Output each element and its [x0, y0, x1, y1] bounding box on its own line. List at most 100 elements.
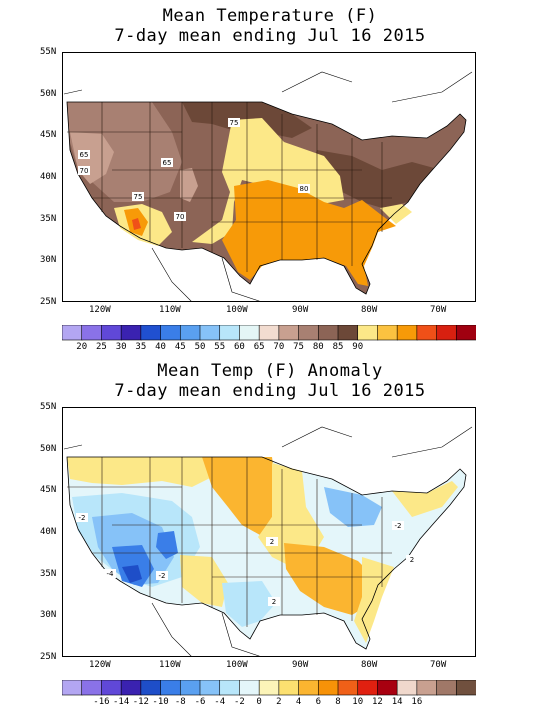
map1-fills — [67, 102, 466, 294]
map1-title-line2: 7-day mean ending Jul 16 2015 — [114, 26, 426, 46]
map1-legend-swatch — [219, 325, 241, 341]
map1-legend-swatch — [357, 325, 379, 341]
map2-contour-label: -2 — [395, 522, 402, 530]
map1-legend-swatch — [317, 325, 339, 341]
map1-legend-label: 25 — [96, 342, 107, 352]
map1-legend-label: 85 — [332, 342, 344, 352]
map1-lat-label: 50N — [40, 88, 57, 99]
map1-legend-swatch — [436, 325, 458, 341]
map1-legend-label: 30 — [115, 342, 127, 352]
map1-contour-label: 75 — [230, 119, 239, 127]
map2-legend-label: 6 — [315, 697, 321, 707]
map2-legend-swatch — [416, 680, 438, 696]
map1-legend-swatch — [455, 325, 476, 341]
map2-lat-label: 30N — [40, 610, 57, 621]
map1-lat-label: 40N — [40, 172, 57, 182]
map2-lon-label: 80W — [361, 660, 378, 670]
map1-legend-swatch — [160, 325, 182, 341]
map1-lon-label: 90W — [292, 305, 309, 315]
map2-contour-labels: -2 -4 -2 2 2 -2 2 — [76, 513, 418, 606]
map1-legend-swatch — [337, 325, 359, 341]
map1-legend-swatch — [396, 325, 418, 341]
map1-contour-labels: 65 70 65 75 75 70 80 — [78, 118, 310, 221]
map2-lightblue-texas — [222, 581, 276, 627]
map1-legend-swatch — [199, 325, 221, 341]
map1-contour-label-bg — [298, 184, 310, 193]
map1-legend-swatch — [120, 325, 142, 341]
map1-dark-band-east — [312, 150, 434, 208]
map1-red-spot-arizona — [132, 218, 141, 230]
map2-orange-northern-plains — [202, 457, 276, 535]
map2-legend-swatch — [377, 680, 398, 696]
map2-lat-label: 25N — [40, 652, 57, 662]
map2-legend-label: 12 — [372, 697, 383, 707]
map1-contour-label: 65 — [80, 151, 89, 159]
map1-contour-label-bg — [132, 192, 144, 201]
map2-legend-label: -4 — [214, 697, 226, 707]
map2-legend-label: 2 — [276, 697, 282, 707]
map1-legend-swatch — [81, 325, 103, 341]
map2-legend-swatch — [239, 680, 260, 696]
map2-lon-label: 120W — [89, 660, 111, 670]
map2-legend-swatch — [62, 680, 83, 696]
map1-legend-label: 75 — [293, 342, 304, 352]
map1-contour-label: 80 — [300, 185, 309, 193]
map2-contour-label: -2 — [79, 514, 86, 522]
map2-legend-label: 10 — [352, 697, 364, 707]
map2-legend-swatch — [160, 680, 182, 696]
map1-legend-swatch — [258, 325, 280, 341]
map1-contour-label: 70 — [176, 213, 185, 221]
map1-legend-swatch — [298, 325, 320, 341]
map2-legend-swatch — [317, 680, 339, 696]
map2-legend-swatch — [179, 680, 201, 696]
map2-legend-swatch — [140, 680, 162, 696]
map1-contour-label-bg — [161, 158, 173, 167]
map1-lon-label: 80W — [361, 305, 378, 315]
map2-contour-label: -4 — [107, 570, 115, 578]
map2-legend-swatch — [298, 680, 320, 696]
map2-legend-label: -6 — [194, 697, 206, 707]
map1-temperature-map: 65 70 65 75 75 70 80 — [62, 52, 476, 302]
map1-lat-label: 25N — [40, 297, 57, 307]
map2-title-line1: Mean Temp (F) Anomaly — [157, 361, 383, 381]
map1-legend-swatch — [239, 325, 260, 341]
map2-lon-label: 90W — [292, 660, 309, 670]
map2-legend-swatch — [278, 680, 300, 696]
map1-contour-label: 75 — [134, 193, 143, 201]
map2-legend-swatch — [258, 680, 280, 696]
map2-legend-label: 14 — [391, 697, 403, 707]
map1-contour-label: 65 — [163, 159, 172, 167]
map2-legend-label: 4 — [295, 697, 302, 707]
map2-contour-label: 2 — [410, 556, 414, 564]
map2-lon-label: 70W — [430, 660, 447, 670]
map2-contour-label-bg — [104, 569, 116, 578]
map2-orange-central — [284, 543, 374, 615]
map2-legend-swatch — [436, 680, 458, 696]
map1-legend-label: 40 — [155, 342, 166, 352]
map2-contour-label-bg — [156, 571, 168, 580]
map2-legend-label: -12 — [132, 697, 149, 707]
map2-canada-mexico-outline — [63, 426, 473, 657]
map2-blue-colorado — [156, 531, 178, 559]
map1-lat-label: 45N — [40, 130, 57, 141]
map1-legend-label: 45 — [174, 342, 186, 352]
map1-contour-label: 70 — [80, 167, 89, 175]
map2-legend-label: -2 — [234, 697, 245, 707]
map1-yellow-southeast — [380, 204, 412, 224]
map1-legend-label: 55 — [214, 342, 226, 352]
map2-darkblue-southwest — [122, 565, 142, 583]
map1-lon-label: 100W — [226, 305, 248, 315]
map2-legend-swatch — [357, 680, 379, 696]
map2-contour-label: -2 — [159, 572, 166, 580]
map2-legend-swatch — [455, 680, 476, 696]
map1-frame — [62, 52, 476, 302]
map2-contour-label-bg — [266, 537, 278, 546]
map2-lon-label: 110W — [159, 660, 181, 670]
map1-coastline — [66, 101, 467, 295]
map2-contour-label-bg — [268, 597, 280, 606]
map1-legend-swatch — [377, 325, 398, 341]
map2-legend-swatch — [337, 680, 359, 696]
map2-legend-label: -14 — [113, 697, 130, 707]
map2-legend-swatch — [120, 680, 142, 696]
map1-legend-label: 80 — [312, 342, 324, 352]
